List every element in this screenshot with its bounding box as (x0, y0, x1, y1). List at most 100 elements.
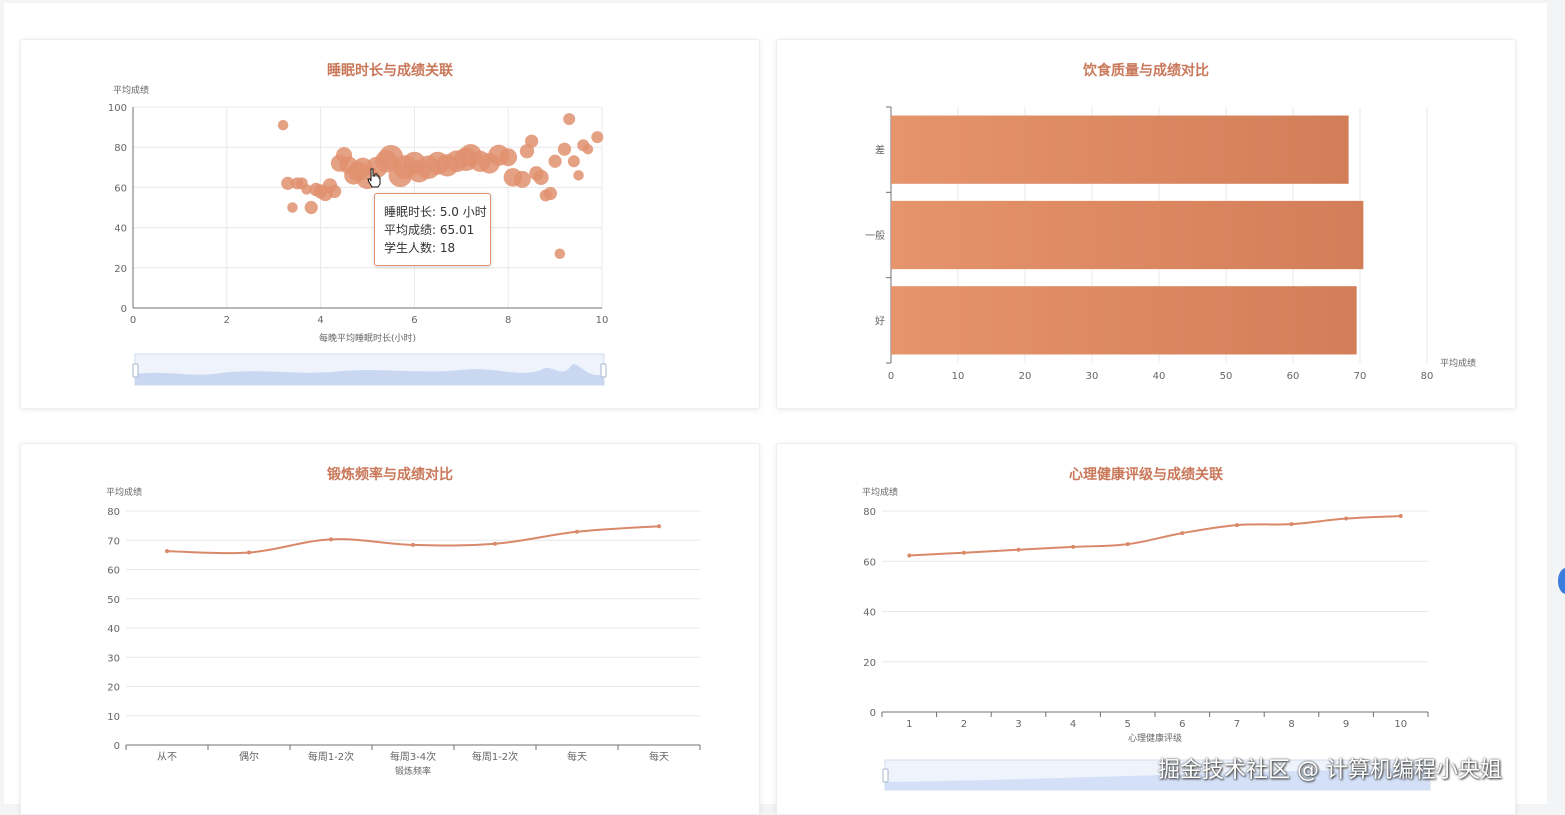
diet-bar (891, 200, 1364, 270)
y-axis-label: 平均成绩 (113, 84, 149, 96)
exercise-line-chart[interactable]: 0 10 20 30 40 50 60 70 80 从不 偶尔 每周1-2次 每周3-4次 每周1-2次 每… (21, 444, 759, 814)
x-tick-label: 4 (1070, 719, 1076, 730)
watermark: 掘金技术社区 @ 计算机编程小央姐 (1158, 758, 1502, 783)
scatter-point (573, 170, 584, 181)
series-point (1289, 522, 1294, 527)
y-axis-label: 平均成绩 (862, 486, 898, 498)
y-axis-label: 平均成绩 (106, 486, 142, 498)
x-axis-label: 心理健康评级 (1128, 732, 1182, 744)
x-tick-label: 每天 (567, 750, 587, 763)
y-tick-label: 60 (107, 566, 120, 577)
series-point (1016, 547, 1021, 552)
chart-tooltip: 睡眠时长: 5.0 小时 平均成绩: 65.01 学生人数: 18 (374, 193, 491, 266)
scatter-point (548, 154, 562, 168)
y-tick-label: 80 (107, 507, 120, 518)
x-tick-label: 偶尔 (239, 750, 259, 763)
zoom-right-handle (600, 363, 607, 378)
scatter-point (591, 131, 604, 144)
x-tick-label: 6 (411, 315, 417, 326)
scatter-point (533, 169, 549, 185)
x-tick-label: 7 (1234, 719, 1240, 730)
x-tick-label: 30 (1086, 371, 1099, 382)
y-tick-label: 80 (863, 507, 876, 518)
x-tick-label: 2 (961, 719, 967, 730)
y-tick-label: 20 (114, 264, 127, 275)
exercise-chart-card: 锻炼频率与成绩对比 0 10 20 30 40 50 60 70 80 从不 偶尔 每周1-2次 每周3… (20, 443, 760, 815)
hand-cursor-icon (367, 168, 381, 188)
series-point (411, 542, 415, 547)
scatter-point (582, 143, 594, 155)
series-point (657, 524, 661, 529)
x-tick-label: 0 (130, 315, 136, 326)
x-tick-label: 3 (1015, 719, 1021, 730)
y-tick-label: 好 (875, 315, 885, 327)
series-point (1071, 544, 1076, 549)
y-tick-label: 10 (107, 712, 120, 723)
x-tick-label: 10 (952, 371, 965, 382)
y-tick-label: 40 (114, 224, 127, 235)
x-tick-label: 8 (505, 315, 511, 326)
x-tick-label: 40 (1153, 371, 1166, 382)
side-float-button[interactable] (1558, 568, 1565, 594)
scatter-point (499, 148, 518, 167)
x-tick-label: 2 (224, 315, 230, 326)
mental-chart-title: 心理健康评级与成绩关联 (1069, 467, 1223, 483)
x-axis-label: 锻炼频率 (395, 765, 431, 777)
diet-bar (891, 115, 1349, 184)
x-axis-label: 每晚平均睡眠时长(小时) (319, 332, 416, 344)
x-tick-label: 50 (1220, 371, 1233, 382)
tooltip-student-count: 学生人数: 18 (384, 241, 456, 255)
scatter-point (277, 119, 289, 131)
scatter-point (304, 200, 318, 215)
x-tick-label: 8 (1288, 719, 1294, 730)
y-tick-label: 0 (870, 708, 876, 719)
x-tick-label: 70 (1354, 371, 1367, 382)
scatter-point (557, 142, 572, 156)
tooltip-average-score: 平均成绩: 65.01 (384, 223, 475, 237)
x-tick-label: 每天 (649, 750, 669, 763)
y-tick-label: 0 (114, 741, 120, 752)
diet-chart-title: 饮食质量与成绩对比 (1083, 63, 1209, 79)
series-point (1125, 542, 1130, 547)
y-tick-label: 40 (863, 608, 876, 619)
x-tick-label: 从不 (157, 752, 177, 763)
series-point (329, 537, 333, 542)
y-tick-label: 20 (863, 658, 876, 669)
series-point (1344, 516, 1349, 521)
y-tick-label: 100 (108, 103, 127, 114)
sleep-chart-title: 睡眠时长与成绩关联 (327, 63, 453, 79)
x-tick-label: 80 (1421, 371, 1434, 382)
series-point (1398, 514, 1403, 519)
x-tick-label: 10 (596, 315, 609, 326)
x-tick-label: 6 (1179, 719, 1185, 730)
exercise-chart-title: 锻炼频率与成绩对比 (327, 467, 453, 483)
x-tick-label: 0 (888, 371, 894, 382)
y-tick-label: 一般 (865, 229, 885, 242)
scatter-point (301, 184, 312, 195)
y-tick-label: 30 (107, 653, 120, 664)
scatter-point (567, 155, 580, 168)
x-tick-label: 1 (906, 719, 912, 730)
y-tick-label: 差 (875, 144, 885, 157)
y-tick-label: 50 (107, 595, 120, 606)
scatter-point (543, 186, 558, 201)
series-point (907, 553, 912, 558)
x-tick-label: 每周3-4次 (390, 750, 436, 763)
diet-chart-card: 饮食质量与成绩对比 0 10 20 30 40 50 60 70 80 好 一般 差平均成绩 (776, 39, 1516, 409)
x-tick-label: 4 (317, 315, 323, 326)
x-axis-label: 平均成绩 (1440, 357, 1476, 369)
zoom-left-handle (882, 768, 889, 783)
y-tick-label: 80 (114, 143, 127, 154)
diet-bar (891, 286, 1357, 355)
x-tick-label: 5 (1125, 719, 1131, 730)
scatter-point (287, 202, 298, 213)
y-tick-label: 70 (107, 536, 120, 547)
scatter-point (513, 170, 531, 188)
scatter-point (563, 113, 576, 126)
x-tick-label: 10 (1394, 719, 1407, 730)
x-tick-label: 每周1-2次 (472, 750, 518, 763)
x-tick-label: 60 (1287, 371, 1300, 382)
